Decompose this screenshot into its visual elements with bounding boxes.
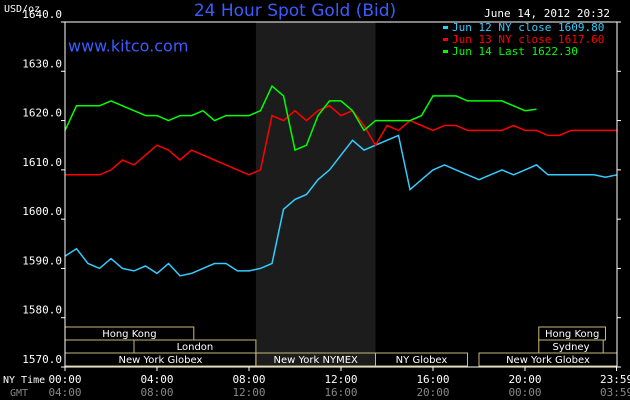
- legend-entry: Jun 12 NY close 1609.80: [452, 21, 604, 34]
- x-tick-label: 00:00: [48, 373, 81, 386]
- legend-swatch: [443, 26, 448, 29]
- x2-tick-label: 16:00: [324, 386, 357, 399]
- session-label: Hong Kong: [102, 329, 156, 340]
- y-tick-label: 1620.0: [22, 107, 62, 120]
- session-label: New York Globex: [506, 355, 590, 366]
- session-label: Hong Kong: [545, 329, 599, 340]
- series-line: [64, 134, 618, 277]
- y-tick-label: 1580.0: [22, 304, 62, 317]
- y-tick-label: 1570.0: [22, 353, 62, 366]
- legend-entry: Jun 13 NY close 1617.60: [452, 33, 604, 46]
- x-row-label: NY Time: [3, 375, 45, 386]
- session-label: New York Globex: [119, 355, 203, 366]
- session-label: Sydney: [552, 342, 589, 353]
- legend-entry: Jun 14 Last 1622.30: [452, 45, 578, 58]
- x-tick-label: 04:00: [140, 373, 173, 386]
- x2-tick-label: 03:59: [600, 386, 630, 399]
- x-tick-label: 16:00: [416, 373, 449, 386]
- x-tick-label: 23:59: [600, 373, 630, 386]
- x2-tick-label: 08:00: [140, 386, 173, 399]
- x2-tick-label: 12:00: [232, 386, 265, 399]
- chart-title: 24 Hour Spot Gold (Bid): [194, 1, 396, 21]
- plot-frame: [64, 21, 618, 368]
- session-box: [375, 352, 468, 367]
- watermark: www.kitco.com: [68, 37, 188, 56]
- series-line: [65, 104, 617, 176]
- x-tick-label: 08:00: [232, 373, 265, 386]
- y-tick-label: 1610.0: [22, 156, 62, 169]
- x2-tick-label: 20:00: [416, 386, 449, 399]
- highlight-band: [255, 22, 376, 367]
- x2-tick-label: 00:00: [508, 386, 541, 399]
- y-tick-label: 1640.0: [22, 8, 62, 21]
- session-label: London: [177, 342, 214, 353]
- y-axis-label: USD/oz: [4, 4, 40, 15]
- x2-row-label: GMT: [10, 388, 28, 399]
- series-line: [64, 84, 537, 152]
- y-tick-label: 1590.0: [22, 254, 62, 267]
- session-label: NY Globex: [396, 355, 448, 366]
- date: June 14, 2012 20:32: [484, 7, 610, 20]
- x-tick-label: 12:00: [324, 373, 357, 386]
- legend-swatch: [443, 50, 448, 53]
- legend-swatch: [443, 38, 448, 41]
- y-tick-label: 1600.0: [22, 205, 62, 218]
- y-tick-label: 1630.0: [22, 57, 62, 70]
- x2-tick-label: 04:00: [48, 386, 81, 399]
- session-label: New York NYMEX: [274, 355, 359, 366]
- x-tick-label: 20:00: [508, 373, 541, 386]
